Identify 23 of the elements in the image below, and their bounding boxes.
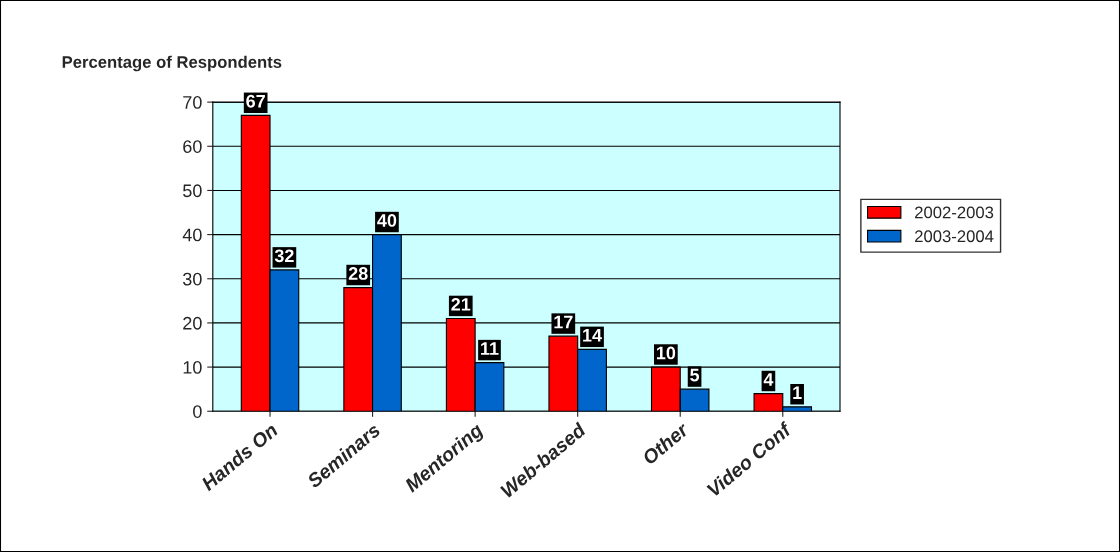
data-label: 40 — [377, 214, 397, 227]
y-tick-label: 40 — [182, 228, 202, 242]
data-label: 28 — [348, 267, 368, 280]
data-label: 10 — [656, 346, 676, 360]
data-label: 17 — [554, 315, 573, 329]
data-label: 21 — [451, 297, 471, 311]
y-tick-label: 60 — [183, 140, 202, 153]
y-tick-label: 30 — [182, 272, 202, 286]
y-tick-label: 20 — [183, 316, 202, 330]
data-label: 14 — [583, 329, 602, 342]
data-label: 5 — [690, 368, 700, 382]
y-tick-label: 10 — [183, 361, 202, 374]
data-label: 67 — [246, 94, 265, 108]
chart-title: Percentage of Respondents — [62, 55, 282, 72]
legend-label: 2002-2003 — [915, 206, 994, 219]
legend-label: 2003-2004 — [915, 230, 994, 243]
y-tick-label: 70 — [183, 96, 202, 109]
y-tick-label: 50 — [183, 184, 202, 198]
data-label: 32 — [274, 249, 294, 263]
y-tick-label: 0 — [193, 405, 202, 418]
data-label: 1 — [793, 386, 802, 399]
data-label: 4 — [763, 373, 774, 386]
data-label: 11 — [481, 342, 499, 355]
